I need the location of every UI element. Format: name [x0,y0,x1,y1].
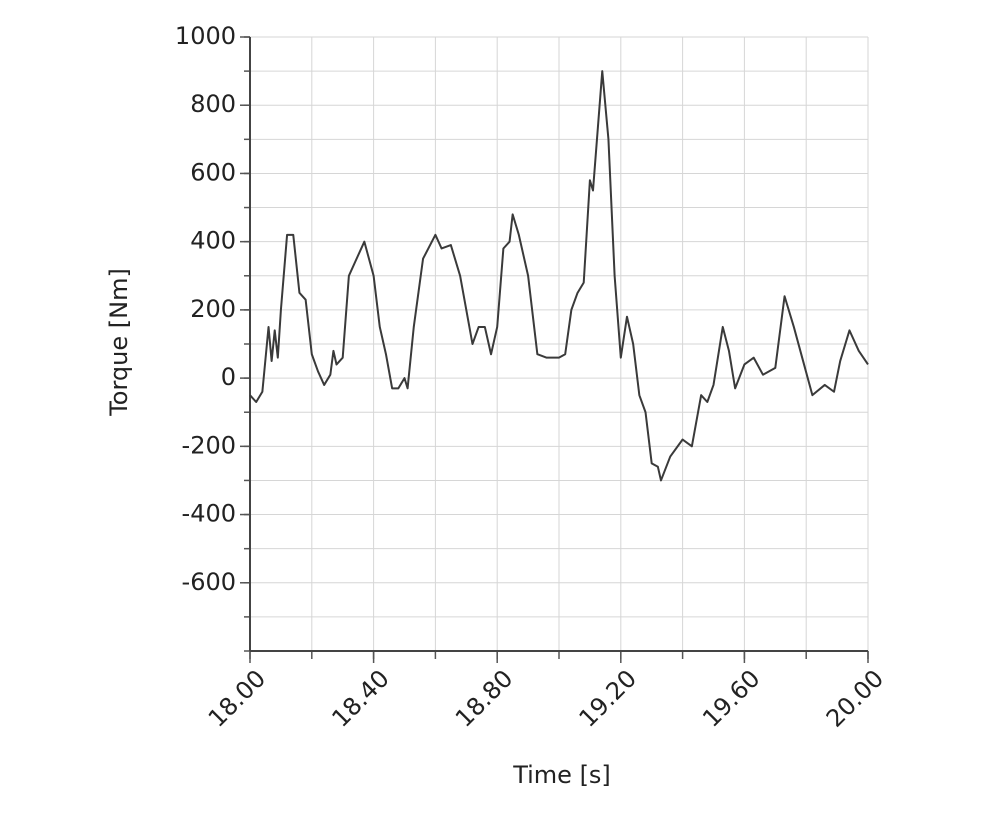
x-tick-label: 19.60 [697,664,765,732]
y-tick-label: 600 [190,158,236,186]
x-axis-label: Time [s] [512,761,611,789]
y-tick-label: 200 [190,295,236,323]
x-tick-label: 18.80 [450,664,518,732]
y-tick-label: 0 [221,363,236,391]
y-axis-label: Torque [Nm] [105,268,133,417]
x-tick-label: 18.40 [326,664,394,732]
y-tick-label: -200 [182,431,236,459]
x-tick-label: 19.20 [574,664,642,732]
y-tick-label: -600 [182,568,236,596]
x-tick-label: 18.00 [203,664,271,732]
y-tick-label: 1000 [175,22,236,50]
y-tick-label: 800 [190,90,236,118]
x-tick-label: 20.00 [821,664,889,732]
y-tick-label: -400 [182,500,236,528]
y-tick-label: 400 [190,227,236,255]
data-line [249,70,869,482]
